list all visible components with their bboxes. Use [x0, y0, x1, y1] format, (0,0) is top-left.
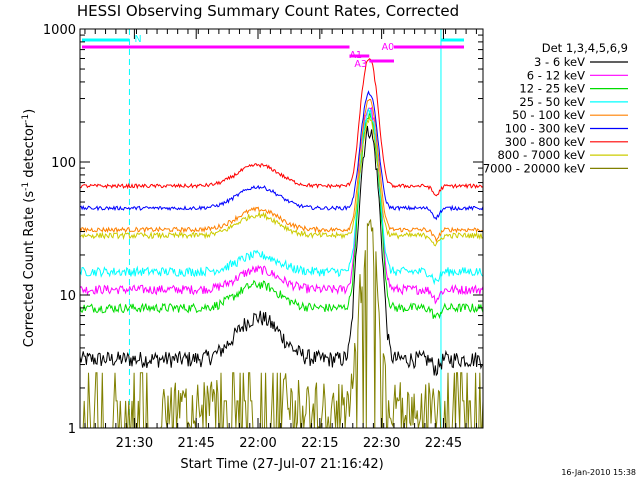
- x-tick-label: 21:30: [116, 436, 153, 451]
- y-axis-title-mid: detector: [22, 122, 37, 182]
- y-tick-label: 1: [68, 422, 76, 437]
- x-axis-title: Start Time (27-Jul-07 21:16:42): [180, 457, 383, 472]
- x-tick-label: 22:00: [239, 436, 276, 451]
- y-tick-label: 100: [51, 156, 76, 171]
- legend-entry-label: 800 - 7000 keV: [497, 148, 585, 162]
- legend-entry-label: 6 - 12 keV: [527, 68, 585, 82]
- legend-entry-label: 3 - 6 keV: [534, 55, 585, 69]
- footer-timestamp: 16-Jan-2010 15:38: [561, 468, 636, 477]
- x-tick-label: 22:45: [425, 436, 462, 451]
- y-tick-label: 10: [59, 289, 76, 304]
- legend-entry-label: 50 - 100 keV: [512, 108, 585, 122]
- series-line-4: [79, 99, 484, 243]
- legend-entry-label: 25 - 50 keV: [519, 95, 585, 109]
- series-line-2: [79, 111, 484, 320]
- chart-title: HESSI Observing Summary Count Rates, Cor…: [77, 2, 459, 20]
- y-axis-title-sup2: -1: [21, 114, 31, 123]
- legend-entry-label: 300 - 800 keV: [505, 135, 585, 149]
- y-tick-label: 1000: [43, 23, 76, 38]
- series-line-3: [79, 107, 484, 286]
- y-axis-title-sup1: -1: [21, 182, 31, 191]
- y-axis-title: Corrected Count Rate (s-1 detector-1): [21, 109, 37, 347]
- legend-entry-label: 7000 - 20000 keV: [483, 161, 585, 175]
- legend-title: Det 1,3,4,5,6,9: [542, 41, 628, 55]
- series-line-1: [79, 106, 484, 305]
- legend-entry-label: 100 - 300 keV: [505, 122, 585, 136]
- y-axis-title-end: ): [22, 109, 37, 114]
- series-line-7: [79, 116, 484, 247]
- series-line-0: [79, 125, 484, 377]
- x-tick-label: 22:30: [363, 436, 400, 451]
- series-line-5: [79, 90, 484, 221]
- attenuator-label-a0: A0: [382, 42, 395, 53]
- series-line-6: [80, 58, 484, 197]
- x-tick-label: 21:45: [177, 436, 214, 451]
- plot-frame: [79, 28, 484, 429]
- x-tick-label: 22:15: [301, 436, 338, 451]
- night-flag-label: N: [134, 34, 141, 45]
- attenuator-label-a1: A1: [349, 50, 362, 61]
- y-axis-title-main: Corrected Count Rate (s: [22, 191, 37, 348]
- attenuator-label-a3: A3: [354, 59, 367, 70]
- legend-entry-label: 12 - 25 keV: [519, 82, 585, 96]
